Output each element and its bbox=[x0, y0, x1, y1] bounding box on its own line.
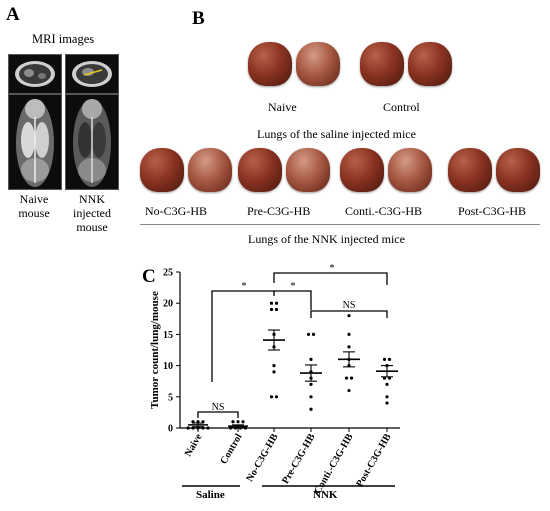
sig-bracket-naive-vs-no bbox=[211, 290, 275, 382]
mri-bottom-left bbox=[8, 94, 62, 190]
data-point bbox=[272, 370, 276, 374]
label-naive: Naive bbox=[268, 100, 297, 114]
sig-bracket-no-vs-pre bbox=[274, 290, 312, 310]
lung-image bbox=[388, 148, 432, 192]
data-point bbox=[274, 307, 279, 312]
lung-image bbox=[340, 148, 384, 192]
sig-bracket-no-vs-post bbox=[273, 272, 388, 285]
lung-image bbox=[286, 148, 330, 192]
y-tick-label: 20 bbox=[163, 299, 173, 310]
x-tick-label: Naive bbox=[183, 432, 205, 459]
data-point bbox=[309, 395, 313, 399]
data-point bbox=[344, 376, 349, 380]
panel-a-letter: A bbox=[6, 4, 20, 25]
data-point bbox=[206, 426, 210, 430]
lung-image bbox=[238, 148, 282, 192]
data-point bbox=[347, 332, 351, 336]
data-point bbox=[385, 401, 389, 405]
x-tick-label: Post-C3G-HB bbox=[354, 432, 393, 489]
saline-caption: Lungs of the saline injected mice bbox=[257, 127, 416, 141]
data-point bbox=[385, 382, 389, 386]
lungs-naive bbox=[248, 42, 340, 86]
data-point bbox=[231, 420, 235, 424]
data-point bbox=[385, 395, 389, 399]
x-tick-label: Pre-C3G-HB bbox=[280, 432, 318, 486]
sig-bracket-pre-vs-post-label: NS bbox=[343, 300, 356, 311]
y-axis-label: Tumor count/lung/mouse bbox=[149, 291, 161, 409]
label-no-c3g-hb: No-C3G-HB bbox=[145, 204, 207, 218]
lung-image bbox=[496, 148, 540, 192]
data-point bbox=[274, 301, 279, 305]
panel-b-letter: B bbox=[192, 8, 205, 29]
data-point bbox=[347, 388, 351, 393]
lungs-pre-c3g-hb bbox=[238, 148, 330, 192]
label-conti-c3g-hb: Conti.-C3G-HB bbox=[345, 204, 423, 218]
data-point bbox=[243, 426, 248, 430]
mri-bottom-right bbox=[65, 94, 119, 190]
label-post-c3g-hb: Post-C3G-HB bbox=[458, 204, 527, 218]
data-point bbox=[387, 357, 392, 361]
sig-bracket-pre-vs-post bbox=[310, 310, 388, 318]
mri-right-caption-line1: NNK bbox=[79, 192, 105, 206]
y-tick-label: 10 bbox=[163, 361, 173, 372]
lungs-control bbox=[360, 42, 452, 86]
data-point bbox=[274, 395, 279, 399]
sig-bracket-no-vs-post-label: * bbox=[330, 263, 335, 274]
nnk-divider bbox=[140, 224, 540, 225]
mri-right-caption-line3: mouse bbox=[76, 220, 108, 234]
data-point bbox=[382, 357, 387, 361]
x-tick-label: Control bbox=[218, 432, 244, 466]
nnk-caption: Lungs of the NNK injected mice bbox=[248, 232, 405, 246]
sig-bracket-naive-vs-control-label: NS bbox=[212, 402, 225, 413]
data-point bbox=[269, 307, 274, 312]
mri-title: MRI images bbox=[32, 32, 95, 46]
data-point bbox=[186, 426, 190, 430]
lungs-no-c3g-hb bbox=[140, 148, 232, 192]
mri-right-caption: NNK injected mouse bbox=[62, 192, 122, 234]
data-point bbox=[269, 301, 274, 305]
lungs-conti-c3g-hb bbox=[340, 148, 432, 192]
y-tick-label: 25 bbox=[163, 268, 173, 279]
data-point bbox=[309, 357, 313, 361]
label-pre-c3g-hb: Pre-C3G-HB bbox=[247, 204, 311, 218]
group-label-saline: Saline bbox=[196, 489, 225, 501]
data-point bbox=[236, 420, 240, 424]
data-point bbox=[241, 420, 245, 424]
lung-image bbox=[408, 42, 452, 86]
mri-right-caption-line2: injected bbox=[73, 206, 111, 220]
mri-left-caption: Naive mouse bbox=[4, 192, 64, 220]
label-control: Control bbox=[383, 100, 420, 114]
lung-image bbox=[140, 148, 184, 192]
data-point bbox=[311, 332, 316, 336]
group-label-nnk: NNK bbox=[313, 489, 338, 501]
data-point bbox=[347, 345, 351, 349]
lung-image bbox=[296, 42, 340, 86]
y-tick-label: 5 bbox=[168, 392, 173, 403]
lungs-post-c3g-hb bbox=[448, 148, 540, 192]
data-point bbox=[309, 382, 313, 386]
lung-image bbox=[248, 42, 292, 86]
lung-image bbox=[360, 42, 404, 86]
data-point bbox=[349, 376, 354, 380]
panel-c-letter: C bbox=[142, 266, 156, 287]
sig-bracket-naive-vs-control bbox=[197, 411, 239, 418]
lung-image bbox=[188, 148, 232, 192]
data-point bbox=[228, 426, 233, 430]
mri-left-caption-line1: Naive bbox=[19, 192, 49, 206]
data-point bbox=[269, 395, 274, 399]
data-point bbox=[347, 314, 351, 318]
data-point bbox=[309, 407, 313, 411]
lung-image bbox=[448, 148, 492, 192]
data-point bbox=[272, 364, 276, 368]
sig-bracket-no-vs-pre-label: * bbox=[291, 281, 296, 292]
y-tick-label: 0 bbox=[168, 424, 173, 435]
mri-left-caption-line2: mouse bbox=[18, 206, 50, 220]
y-tick-label: 15 bbox=[163, 330, 173, 341]
mri-top-right bbox=[65, 54, 119, 94]
x-tick-label: No-C3G-HB bbox=[244, 432, 280, 484]
mri-top-left bbox=[8, 54, 62, 94]
data-point bbox=[306, 332, 311, 336]
sig-bracket-naive-vs-no-label: * bbox=[242, 281, 247, 292]
